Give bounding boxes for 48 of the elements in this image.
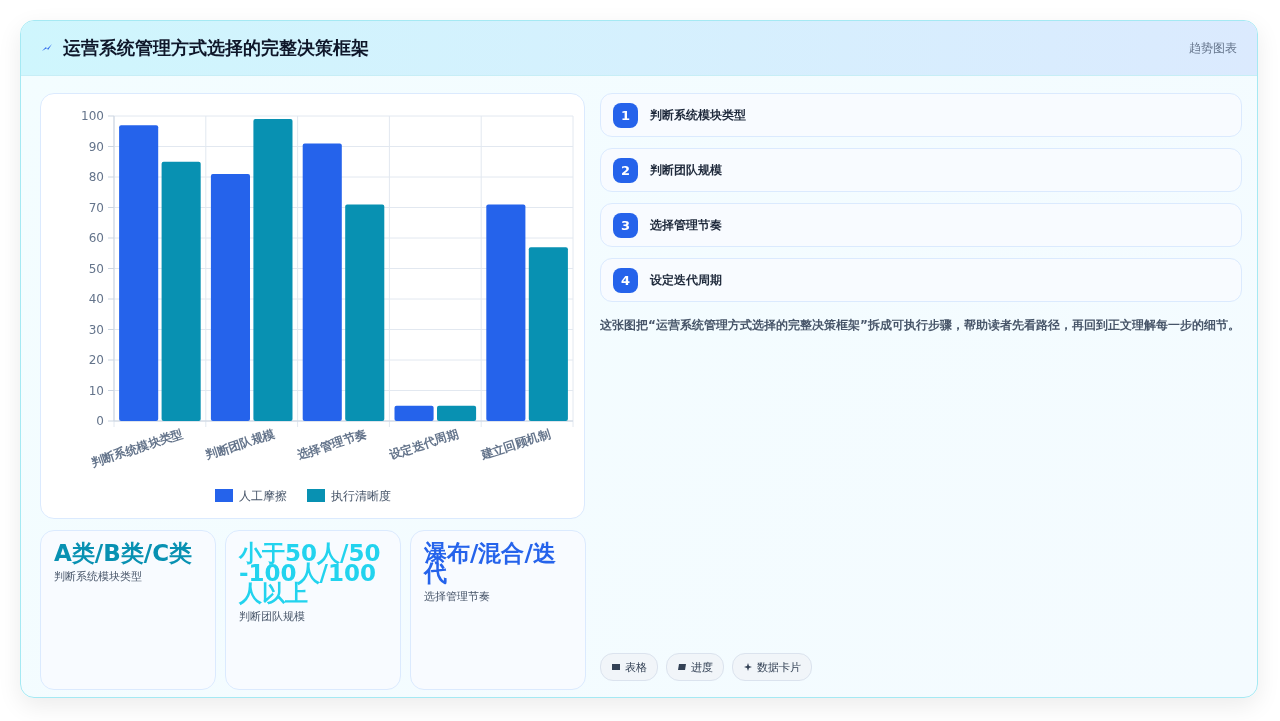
bar xyxy=(528,247,568,421)
y-tick-label: 50 xyxy=(88,261,104,276)
x-tick-label: 判断系统模块类型 xyxy=(88,426,185,470)
text: 这张图把“运营系统管理方式选择的完整决策框架”拆成可执行步骤，帮助读者先看路径，再回到正文理解每一步的细节。 xyxy=(600,317,1241,334)
text: 选择管理节奏 xyxy=(424,589,491,604)
x-tick-label: 建立回顾机制 xyxy=(478,426,553,463)
text: 设定迭代周期 xyxy=(650,271,722,289)
text: 4 xyxy=(613,267,638,293)
text: 趋势图表 xyxy=(1189,39,1237,57)
y-tick-label: 70 xyxy=(88,200,104,215)
bar xyxy=(119,125,159,421)
text: 判断团队规模 xyxy=(239,609,306,624)
bar xyxy=(394,405,434,421)
y-tick-label: 60 xyxy=(88,231,104,246)
text: 2 xyxy=(613,157,638,183)
text: 瀑布/混合/迭代 xyxy=(424,540,557,586)
text: 3 xyxy=(613,212,638,238)
text: A类/B类/C类 xyxy=(54,540,193,566)
x-tick-label: 设定迭代周期 xyxy=(386,426,461,463)
legend-label: 执行清晰度 xyxy=(331,488,391,503)
y-tick-label: 90 xyxy=(88,139,104,154)
y-tick-label: 20 xyxy=(88,353,104,368)
y-tick-label: 40 xyxy=(88,292,104,307)
text: 判断团队规模 xyxy=(650,161,722,179)
text: 数据卡片 xyxy=(732,653,812,681)
y-tick-label: 30 xyxy=(88,322,104,337)
text: 判断系统模块类型 xyxy=(650,106,746,124)
bar xyxy=(345,204,385,421)
text: 1 xyxy=(613,102,638,128)
y-tick-label: 80 xyxy=(88,170,104,185)
chart-title: 运营系统管理方式选择的完整决策框架 xyxy=(63,36,369,60)
bar xyxy=(210,173,250,421)
text: 进度 xyxy=(666,653,724,681)
y-tick-label: 10 xyxy=(88,383,104,398)
text: 判断系统模块类型 xyxy=(54,569,143,584)
text: 小于50人/50-100人/100人以上 xyxy=(239,540,382,606)
text: 表格 xyxy=(600,653,658,681)
bar xyxy=(253,119,293,421)
legend-label: 人工摩擦 xyxy=(239,488,287,503)
y-tick-label: 100 xyxy=(81,109,104,124)
bar xyxy=(437,405,477,421)
y-tick-label: 0 xyxy=(96,414,104,429)
bar xyxy=(161,161,201,421)
x-tick-label: 判断团队规模 xyxy=(202,426,277,463)
x-tick-label: 选择管理节奏 xyxy=(294,426,369,463)
bar xyxy=(486,204,526,421)
text: 选择管理节奏 xyxy=(650,216,722,234)
bar xyxy=(302,143,342,421)
